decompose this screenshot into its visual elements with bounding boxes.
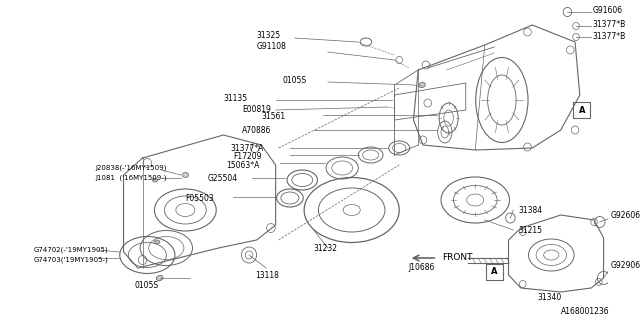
Text: 31384: 31384 <box>518 205 542 214</box>
Text: 31377*B: 31377*B <box>592 31 625 41</box>
FancyBboxPatch shape <box>486 264 503 280</box>
Text: 31377*A: 31377*A <box>230 143 264 153</box>
Text: G91108: G91108 <box>257 42 287 51</box>
FancyBboxPatch shape <box>573 102 590 118</box>
Text: J20838(-'16MY1509): J20838(-'16MY1509) <box>95 165 166 171</box>
Ellipse shape <box>152 178 158 182</box>
Text: 0105S: 0105S <box>282 76 307 84</box>
Text: G74702(-'19MY1905): G74702(-'19MY1905) <box>33 247 108 253</box>
Text: J1081  ('16MY1509-): J1081 ('16MY1509-) <box>95 175 166 181</box>
Text: 31377*B: 31377*B <box>592 20 625 28</box>
Text: 31135: 31135 <box>223 93 248 102</box>
Text: 31325: 31325 <box>257 30 281 39</box>
Text: A168001236: A168001236 <box>561 308 609 316</box>
Text: 13118: 13118 <box>255 270 278 279</box>
Text: G25504: G25504 <box>207 173 237 182</box>
Text: G74703('19MY1905-): G74703('19MY1905-) <box>33 257 108 263</box>
Text: G92906: G92906 <box>610 260 640 269</box>
Text: A70886: A70886 <box>243 125 272 134</box>
Ellipse shape <box>156 276 163 281</box>
Text: F05503: F05503 <box>186 194 214 203</box>
Text: A: A <box>579 106 585 115</box>
Text: F17209: F17209 <box>233 151 261 161</box>
Text: A: A <box>491 268 497 276</box>
Ellipse shape <box>419 83 426 88</box>
Text: E00819: E00819 <box>243 105 271 114</box>
Text: G91606: G91606 <box>592 5 622 14</box>
Ellipse shape <box>154 240 160 244</box>
Text: 31340: 31340 <box>537 293 561 302</box>
Text: 31561: 31561 <box>261 111 285 121</box>
Text: 31215: 31215 <box>518 226 542 235</box>
Ellipse shape <box>182 172 189 178</box>
Text: 31232: 31232 <box>314 244 338 252</box>
Text: G92606: G92606 <box>610 211 640 220</box>
Text: 15063*A: 15063*A <box>226 161 260 170</box>
Text: J10686: J10686 <box>409 263 435 273</box>
Text: 0105S: 0105S <box>135 281 159 290</box>
Text: FRONT: FRONT <box>442 253 472 262</box>
